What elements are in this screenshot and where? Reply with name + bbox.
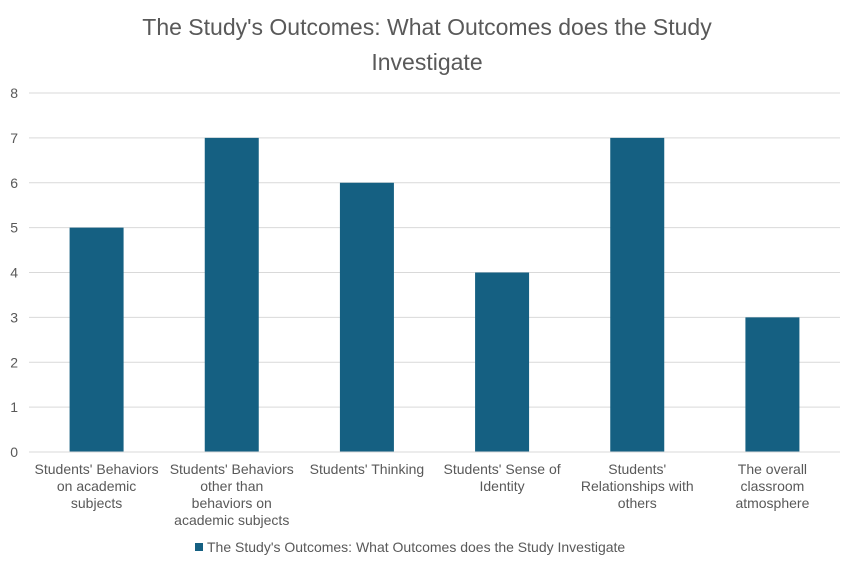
y-tick-label: 5 [10,220,18,236]
y-tick-label: 1 [10,399,18,415]
category-labels: Students' Behaviors on academic subjectsSt… [35,461,810,528]
legend-label: The Study's Outcomes: What Outcomes does… [207,539,625,555]
bar [475,272,530,452]
category-label: Students' Behaviors other than behaviors o… [170,461,294,528]
y-tick-label: 7 [10,130,18,146]
bars [69,137,800,452]
y-tick-label: 0 [10,444,18,460]
y-tick-label: 6 [10,175,18,191]
bar [745,317,800,452]
bar [69,227,124,452]
category-label: Students' Thinking [310,461,425,477]
category-label: Students' Sense of Identity [444,461,561,494]
gridlines [29,92,840,408]
chart-title: The Study's Outcomes: What Outcomes does… [142,14,712,75]
y-axis-ticks: 0 1 2 3 4 5 6 7 8 [10,85,18,460]
bar [339,182,394,452]
legend-swatch [195,543,203,551]
y-tick-label: 3 [10,309,18,325]
chart-title-line: Investigate [371,49,482,75]
chart-title-line: The Study's Outcomes: What Outcomes does… [142,14,712,40]
category-label: Students' Behaviors on academic subjects [35,461,159,511]
legend: The Study's Outcomes: What Outcomes does… [195,539,625,555]
y-tick-label: 4 [10,265,18,281]
y-tick-label: 8 [10,85,18,101]
category-label: The overall classroom atmosphere [735,461,809,511]
bar [204,137,259,452]
y-tick-label: 2 [10,354,18,370]
bar [610,137,665,452]
category-label: Students' Relationships with others [581,461,694,511]
